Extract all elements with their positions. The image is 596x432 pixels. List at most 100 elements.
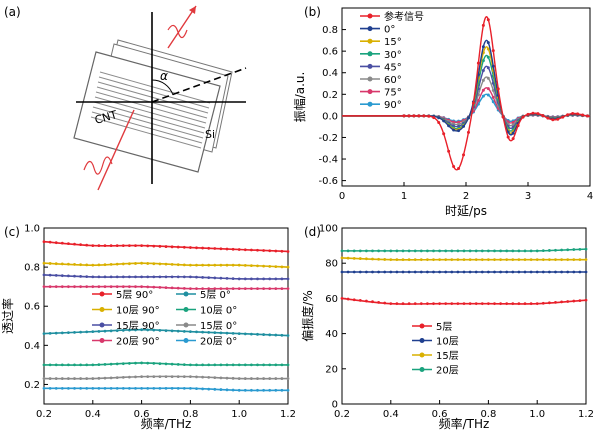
beam-arrowhead: [189, 6, 196, 14]
legend-marker: [367, 63, 373, 69]
series-marker: [158, 375, 162, 379]
series-marker: [201, 263, 205, 267]
series-marker: [340, 249, 344, 253]
series-marker: [419, 302, 423, 306]
thz-beam-incident: [97, 109, 135, 191]
series-marker: [97, 363, 101, 367]
series-marker: [213, 276, 217, 280]
series-marker: [566, 113, 570, 117]
series-marker: [225, 263, 229, 267]
series-marker: [231, 388, 235, 392]
series-marker: [231, 331, 235, 335]
series-line: [342, 16, 591, 171]
x-tick-label: 0.8: [182, 409, 198, 420]
series-marker: [54, 377, 58, 380]
series-marker: [189, 287, 192, 291]
series-marker: [115, 329, 119, 333]
series-marker: [280, 287, 284, 291]
series-marker: [274, 265, 278, 269]
series-marker: [487, 249, 490, 253]
series-marker: [268, 249, 272, 253]
series-marker: [152, 285, 156, 289]
series-marker: [134, 244, 137, 248]
series-marker: [280, 277, 284, 281]
si-label: Si: [205, 128, 215, 141]
cnt-film-lines: [90, 71, 211, 149]
series-marker: [146, 285, 150, 289]
series-marker: [352, 256, 356, 260]
series-marker: [377, 300, 380, 304]
series-marker: [493, 270, 496, 274]
series-marker: [511, 137, 515, 141]
incident-wave-squiggle: [83, 156, 113, 175]
series-marker: [274, 249, 278, 253]
series-marker: [554, 270, 557, 274]
series-marker: [250, 332, 253, 336]
series-marker: [499, 249, 502, 253]
series-marker: [457, 122, 461, 126]
series-marker: [566, 300, 570, 303]
series-marker: [499, 302, 502, 306]
series-marker: [225, 376, 229, 380]
series-marker: [444, 249, 448, 253]
series-marker: [91, 330, 95, 334]
series-marker: [170, 375, 174, 379]
series-marker: [237, 263, 241, 267]
series-marker: [371, 300, 374, 304]
y-tick-label: 0: [332, 400, 338, 411]
series-marker: [97, 330, 101, 333]
panel-c-chart: (c) 0.2 0.4 0.6 0.8 1.0 1.2 0.2 0.4 0.6 0.8 1.0 5层…: [0, 224, 296, 432]
series-marker: [496, 87, 500, 91]
series-marker: [389, 258, 393, 262]
series-marker: [158, 286, 162, 289]
series-marker: [48, 377, 52, 380]
series-marker: [48, 363, 52, 367]
panel-b-chart: (b) 0 1 2 3 4 -0.6 -0.4 -0.2 0.0 0.2 0.4 0.6 0.8 参考信…: [292, 5, 593, 218]
series-marker: [213, 363, 217, 367]
series-marker: [438, 302, 441, 306]
legend-label: 参考信号: [384, 10, 424, 23]
y-tick-label: 0.6: [322, 47, 338, 58]
series-marker: [97, 376, 101, 380]
series-marker: [195, 387, 198, 390]
x-tick-label: 0.6: [134, 409, 150, 420]
series-marker: [486, 47, 490, 51]
y-tick-label: 0.8: [24, 263, 40, 274]
series-marker: [438, 270, 441, 274]
series-marker: [170, 263, 174, 266]
series-marker: [109, 275, 113, 279]
series-marker: [134, 275, 137, 279]
series-marker: [67, 274, 70, 278]
series-marker: [487, 270, 490, 274]
series-marker: [134, 262, 137, 265]
series-marker: [280, 377, 284, 380]
series-marker: [140, 261, 144, 265]
series-marker: [231, 287, 235, 291]
series-marker: [487, 302, 490, 306]
series-marker: [535, 249, 539, 253]
series-marker: [346, 270, 350, 274]
series-marker: [250, 388, 253, 392]
legend-marker: [367, 89, 373, 95]
y-tick-label: 1.0: [24, 224, 40, 235]
series-marker: [91, 263, 95, 267]
series-marker: [140, 328, 144, 332]
series-marker: [250, 264, 253, 268]
series-marker: [158, 329, 162, 332]
series-marker: [42, 363, 46, 367]
legend-marker: [419, 352, 425, 358]
series-marker: [352, 298, 356, 302]
series-marker: [268, 377, 272, 380]
series-marker: [523, 258, 527, 262]
series-marker: [286, 377, 290, 380]
legend-marker: [367, 101, 373, 107]
panel-b-xlabel: 时延/ps: [445, 204, 487, 218]
series-marker: [42, 332, 46, 335]
series-marker: [42, 377, 46, 380]
series-marker: [407, 249, 411, 253]
series-marker: [468, 302, 472, 306]
series-marker: [407, 302, 411, 306]
series-marker: [250, 363, 253, 367]
y-tick-label: 0.4: [322, 68, 338, 79]
